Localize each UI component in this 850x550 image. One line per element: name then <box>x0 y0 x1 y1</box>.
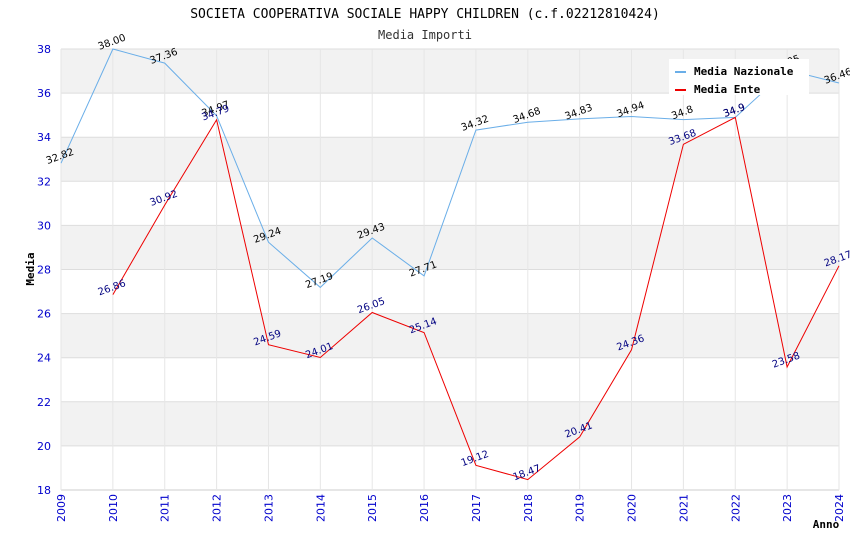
x-tick-label: 2017 <box>470 494 483 522</box>
x-tick-label: 2023 <box>781 494 794 522</box>
y-tick-label: 32 <box>37 175 51 188</box>
legend-box <box>669 59 809 95</box>
y-axis-ticks: 18 20 22 24 26 28 30 32 34 36 38 <box>37 43 51 497</box>
y-tick-label: 28 <box>37 264 51 277</box>
x-tick-label: 2009 <box>55 494 68 522</box>
y-tick-label: 30 <box>37 219 51 232</box>
x-axis-label: Anno <box>813 518 840 531</box>
y-tick-label: 20 <box>37 440 51 453</box>
x-tick-label: 2010 <box>107 494 120 522</box>
x-tick-label: 2016 <box>418 494 431 522</box>
gridlines <box>60 48 840 491</box>
series-line-media-nazionale <box>60 48 840 289</box>
legend-label-media-ente: Media Ente <box>694 83 761 96</box>
y-axis-label: Media <box>24 252 37 285</box>
y-tick-label: 26 <box>37 308 51 321</box>
series-group <box>60 48 840 481</box>
x-axis-ticks: 2009 2010 2011 2012 2013 2014 2015 2016 2017 2018… <box>55 494 846 522</box>
series-line-media-ente <box>112 116 840 481</box>
grid-band <box>61 137 839 182</box>
x-tick-label: 2024 <box>833 494 846 522</box>
y-tick-label: 18 <box>37 484 51 497</box>
legend: Media Nazionale Media Ente <box>669 59 809 96</box>
grid-band <box>61 225 839 270</box>
grid-band <box>61 313 839 358</box>
y-tick-label: 24 <box>37 352 51 365</box>
x-tick-label: 2019 <box>574 494 587 522</box>
y-tick-label: 34 <box>37 131 51 144</box>
chart-title: SOCIETA COOPERATIVA SOCIALE HAPPY CHILDR… <box>190 7 660 22</box>
x-tick-label: 2018 <box>522 494 535 522</box>
x-tick-label: 2015 <box>366 494 379 522</box>
legend-label-media-nazionale: Media Nazionale <box>694 65 794 78</box>
y-tick-label: 36 <box>37 87 51 100</box>
y-tick-label: 22 <box>37 396 51 409</box>
grid-band <box>61 401 839 446</box>
x-tick-label: 2011 <box>159 494 172 522</box>
x-tick-label: 2014 <box>314 494 327 522</box>
x-tick-label: 2020 <box>626 494 639 522</box>
x-tick-label: 2012 <box>211 494 224 522</box>
x-tick-label: 2021 <box>677 494 690 522</box>
x-tick-label: 2013 <box>262 494 275 522</box>
y-tick-label: 38 <box>37 43 51 56</box>
chart-subtitle: Media Importi <box>378 28 472 42</box>
x-tick-label: 2022 <box>729 494 742 522</box>
